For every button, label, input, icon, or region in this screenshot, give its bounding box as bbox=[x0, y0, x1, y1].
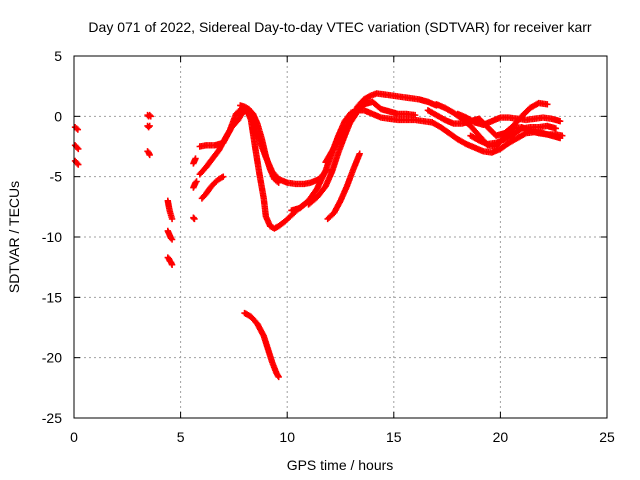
chart-title: Day 071 of 2022, Sidereal Day-to-day VTE… bbox=[88, 19, 591, 35]
y-tick-label: -15 bbox=[42, 289, 62, 305]
series-arc-p bbox=[237, 102, 282, 186]
series-arc-a bbox=[71, 123, 82, 133]
data-point bbox=[167, 235, 175, 242]
data-point bbox=[75, 145, 82, 153]
data-point bbox=[356, 150, 363, 157]
data-point bbox=[168, 261, 176, 268]
y-tick-label: -25 bbox=[42, 410, 62, 426]
data-point bbox=[556, 117, 564, 125]
data-point bbox=[552, 125, 560, 132]
data-point bbox=[559, 132, 566, 139]
series-arc-d bbox=[144, 111, 154, 120]
series-arc-g bbox=[164, 197, 176, 223]
series-arc-l bbox=[190, 155, 199, 167]
series-arc-e bbox=[144, 122, 153, 131]
series-arc-h bbox=[164, 227, 176, 243]
x-tick-label: 10 bbox=[279, 429, 295, 445]
x-tick-label: 15 bbox=[386, 429, 402, 445]
y-axis-label: SDTVAR / TECUs bbox=[6, 181, 22, 293]
data-point bbox=[75, 161, 82, 168]
data-point bbox=[544, 101, 551, 108]
data-point bbox=[145, 123, 152, 131]
series-arc-y bbox=[454, 110, 564, 128]
data-point bbox=[73, 160, 81, 167]
data-point bbox=[168, 215, 176, 223]
y-tick-labels: -25 -20 -15 -10 -5 0 5 bbox=[42, 48, 62, 426]
y-tick-label: -5 bbox=[50, 169, 63, 185]
y-tick-label: 0 bbox=[54, 108, 62, 124]
data-point bbox=[411, 111, 419, 119]
data-point bbox=[275, 179, 282, 186]
data-point bbox=[168, 236, 176, 243]
data-point bbox=[146, 111, 153, 119]
y-tick-label: -10 bbox=[42, 229, 62, 245]
data-point bbox=[191, 215, 198, 223]
series-arc-j bbox=[190, 214, 198, 223]
tick-marks bbox=[73, 55, 608, 419]
series-arc-i bbox=[164, 254, 176, 268]
data-point bbox=[146, 122, 153, 130]
series-arc-u bbox=[324, 150, 363, 223]
series-arc-f bbox=[144, 148, 153, 159]
data-point bbox=[275, 373, 282, 381]
series-arc-t bbox=[322, 98, 419, 166]
data-point bbox=[220, 173, 227, 180]
series-arc-v bbox=[428, 119, 564, 156]
x-axis-label: GPS time / hours bbox=[287, 457, 394, 473]
x-tick-label: 25 bbox=[599, 429, 615, 445]
data-point bbox=[74, 126, 82, 133]
data-point bbox=[193, 178, 200, 185]
series-arc-q bbox=[241, 309, 282, 381]
data-point bbox=[146, 151, 153, 159]
series-arc-o bbox=[198, 173, 227, 202]
data-point bbox=[73, 144, 81, 151]
series-arc-z bbox=[467, 122, 560, 148]
data-point bbox=[192, 179, 199, 186]
x-tick-labels: 0 5 10 15 20 25 bbox=[70, 429, 615, 445]
x-tick-label: 20 bbox=[493, 429, 509, 445]
data-point bbox=[192, 155, 199, 162]
data-points bbox=[71, 90, 566, 381]
y-tick-label: 5 bbox=[54, 48, 62, 64]
x-tick-label: 5 bbox=[177, 429, 185, 445]
series-arc-k bbox=[190, 178, 200, 191]
x-tick-label: 0 bbox=[70, 429, 78, 445]
y-tick-label: -20 bbox=[42, 350, 62, 366]
data-point bbox=[147, 113, 154, 120]
